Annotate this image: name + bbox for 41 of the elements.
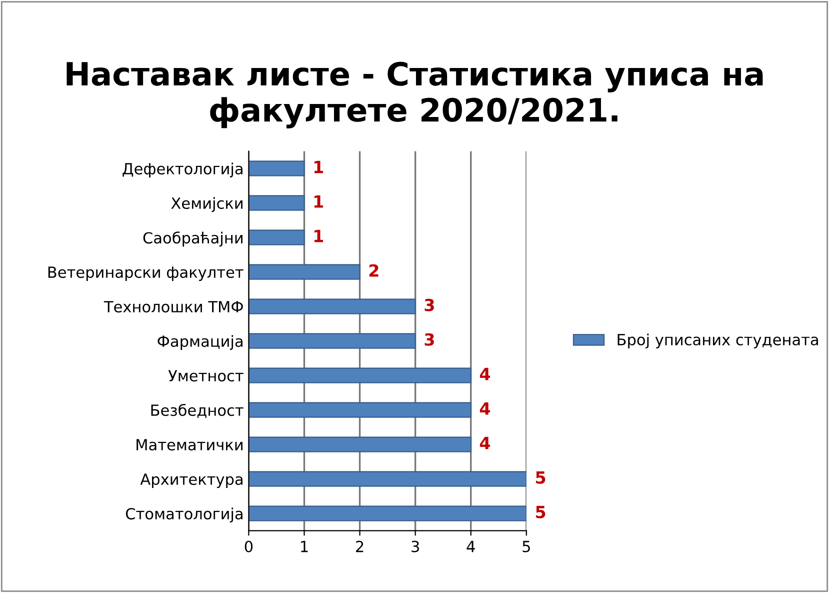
bar bbox=[248, 436, 472, 452]
data-label: 3 bbox=[424, 333, 434, 346]
data-label: 1 bbox=[314, 230, 324, 242]
data-label: 4 bbox=[480, 402, 490, 415]
data-label: 3 bbox=[424, 298, 434, 312]
bar bbox=[248, 160, 305, 176]
chart-title: Наставак листе - Статистика уписа на факултете 2020/2021. bbox=[66, 62, 763, 128]
y-tick-label: Ветеринарски факултет bbox=[48, 266, 244, 281]
data-label: 1 bbox=[314, 160, 324, 174]
data-label: 4 bbox=[480, 368, 490, 380]
data-label: 4 bbox=[480, 436, 490, 450]
bar bbox=[248, 230, 305, 246]
x-tick-label: 5 bbox=[522, 540, 530, 552]
bar bbox=[248, 506, 526, 522]
y-tick-label: Хемијски bbox=[171, 197, 242, 212]
data-label: 5 bbox=[536, 471, 546, 484]
y-tick-label: Технолошки ТМФ bbox=[104, 301, 243, 312]
y-tick-label: Саобраћајни bbox=[143, 232, 242, 247]
x-tick-label: 3 bbox=[412, 540, 419, 552]
data-label: 5 bbox=[536, 506, 546, 518]
x-tick-label: 0 bbox=[244, 540, 253, 552]
x-tick-label: 4 bbox=[466, 540, 475, 552]
bar bbox=[248, 368, 472, 384]
legend-label: Број уписаних студената bbox=[618, 334, 818, 348]
bar bbox=[248, 333, 416, 349]
data-label: 2 bbox=[369, 264, 378, 277]
bar bbox=[248, 264, 360, 280]
y-tick-label: Фармација bbox=[158, 335, 242, 350]
bar bbox=[248, 402, 472, 418]
x-tick-label: 1 bbox=[301, 540, 308, 552]
y-tick-label: Уметност bbox=[168, 370, 244, 382]
x-tick-label: 2 bbox=[356, 540, 364, 552]
data-label: 1 bbox=[314, 195, 324, 208]
bar bbox=[248, 471, 526, 487]
y-tick-label: Архитектура bbox=[140, 474, 242, 488]
y-tick-label: Математички bbox=[136, 439, 242, 450]
y-tick-label: Дефектологија bbox=[122, 162, 242, 178]
bar bbox=[248, 195, 305, 211]
y-tick-label: Стоматологија bbox=[126, 508, 242, 522]
y-tick-label: Безбедност bbox=[151, 404, 244, 418]
bar bbox=[248, 298, 416, 314]
